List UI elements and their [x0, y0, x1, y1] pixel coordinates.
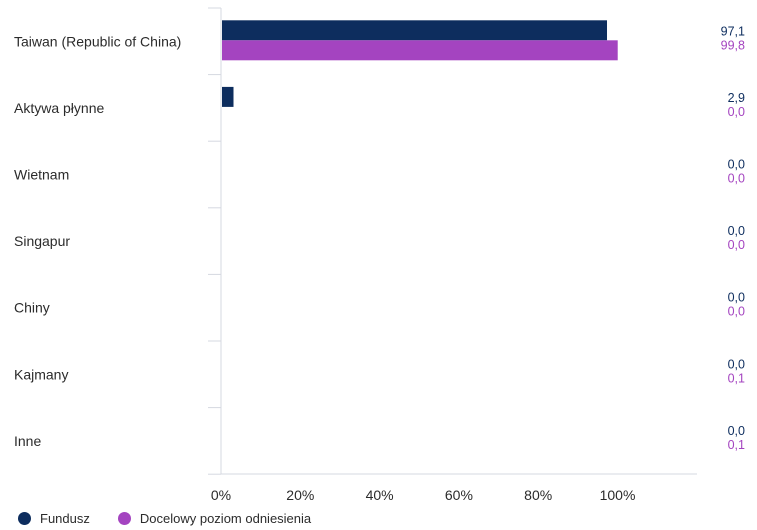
category-label: Wietnam [14, 167, 69, 183]
legend: Fundusz Docelowy poziom odniesienia [18, 511, 339, 526]
x-tick-label: 100% [600, 487, 636, 503]
legend-item-fund: Fundusz [18, 511, 90, 526]
value-label-fund: 2,9 [728, 91, 745, 105]
value-label-fund: 0,0 [728, 291, 745, 305]
legend-swatch-benchmark [117, 512, 131, 525]
value-label-benchmark: 99,8 [721, 38, 745, 52]
value-label-benchmark: 0,0 [728, 172, 745, 186]
value-label-fund: 0,0 [728, 224, 745, 238]
bar-fund [222, 20, 608, 41]
x-tick-label: 60% [445, 487, 473, 503]
legend-label-fund: Fundusz [40, 511, 90, 526]
category-label: Taiwan (Republic of China) [14, 33, 181, 49]
x-tick-label: 20% [286, 487, 314, 503]
category-label: Singapur [14, 233, 70, 249]
value-label-benchmark: 0,0 [728, 238, 745, 252]
category-label: Chiny [14, 300, 50, 316]
value-label-benchmark: 0,1 [728, 438, 745, 452]
bar-chart: 0% 20% 40% 60% 80% 100% Taiwan (Republic of Ch… [14, 7, 745, 503]
x-tick-label: 0% [211, 487, 231, 503]
value-label-fund: 97,1 [721, 24, 745, 38]
bar-fund [222, 86, 234, 107]
category-label: Inne [14, 433, 41, 449]
value-label-fund: 0,0 [728, 158, 745, 172]
value-label-benchmark: 0,1 [728, 371, 745, 385]
value-label-benchmark: 0,0 [728, 305, 745, 319]
value-label-fund: 0,0 [728, 357, 745, 371]
legend-swatch-fund [18, 512, 31, 525]
x-tick-label: 80% [524, 487, 552, 503]
category-label: Kajmany [14, 366, 68, 382]
category-label: Aktywa płynne [14, 100, 104, 116]
value-label-benchmark: 0,0 [728, 105, 745, 119]
legend-label-benchmark: Docelowy poziom odniesienia [139, 511, 312, 526]
legend-item-benchmark: Docelowy poziom odniesienia [117, 511, 312, 526]
x-tick-label: 40% [366, 487, 394, 503]
value-label-fund: 0,0 [728, 424, 745, 438]
bar-benchmark [222, 40, 618, 61]
